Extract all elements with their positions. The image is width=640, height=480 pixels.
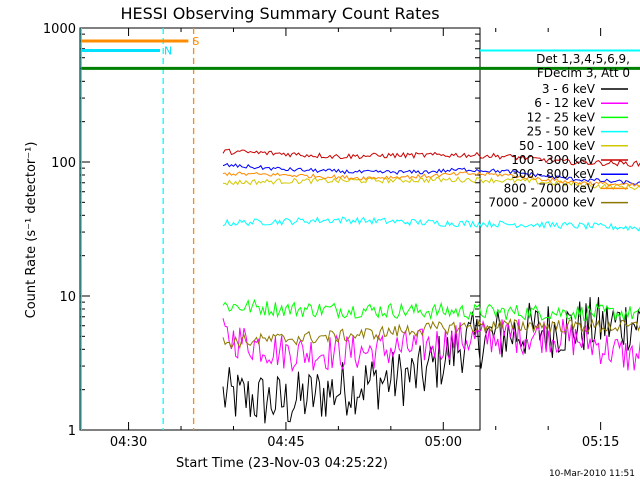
x-tick-label: 05:15 (582, 435, 619, 450)
chart-title: HESSI Observing Summary Count Rates (120, 4, 439, 23)
flags-layer: SNFRD0RD6 (81, 35, 640, 70)
y-axis-label: Count Rate (s⁻¹ detector⁻¹) (24, 142, 39, 319)
legend-label-5: 100 - 300 keV (511, 153, 595, 167)
legend-label-8: 7000 - 20000 keV (488, 196, 595, 210)
series-line-0 (222, 297, 640, 424)
series-line-5 (222, 148, 640, 167)
legend-header-line-1: Det 1,3,4,5,6,9, (536, 52, 630, 66)
y-tick-label: 10 (59, 290, 76, 305)
plot-frame (79, 27, 481, 431)
x-tick-label: 04:45 (267, 435, 304, 450)
y-tick-label: 1 (68, 424, 76, 439)
y-tick-label: 100 (51, 156, 76, 171)
event-lines-layer (80, 28, 195, 430)
x-axis-label: Start Time (23-Nov-03 04:25:22) (176, 456, 388, 471)
legend-label-2: 12 - 25 keV (527, 110, 596, 124)
legend-label-7: 800 - 7000 keV (504, 181, 596, 195)
legend-header-line-2: FDecim 3, Att 0 (537, 66, 630, 80)
legend-label-4: 50 - 100 keV (519, 139, 596, 153)
series-line-6 (222, 162, 640, 186)
flag-label-s: S (192, 35, 199, 48)
legend: Det 1,3,4,5,6,9, FDecim 3, Att 0 3 - 6 k… (488, 52, 630, 210)
series-line-7 (222, 171, 640, 187)
y-tick-label: 1000 (43, 22, 76, 37)
series-line-3 (222, 216, 640, 232)
timestamp-label: 10-Mar-2010 11:51 (549, 469, 635, 479)
series-line-8 (222, 318, 640, 350)
series-line-1 (222, 318, 640, 373)
axes-layer: 04:3004:4505:0005:1505:3005:4506:0011010… (43, 22, 619, 450)
legend-label-6: 300 - 800 keV (511, 167, 595, 181)
legend-label-1: 6 - 12 keV (534, 96, 596, 110)
x-tick-label: 05:00 (425, 435, 462, 450)
series-layer (222, 148, 640, 424)
series-line-2 (222, 298, 640, 321)
x-tick-label: 04:30 (110, 435, 147, 450)
series-line-4 (222, 176, 640, 191)
legend-label-0: 3 - 6 keV (542, 82, 596, 96)
flag-label-n: N (164, 44, 172, 57)
legend-label-3: 25 - 50 keV (527, 125, 596, 139)
